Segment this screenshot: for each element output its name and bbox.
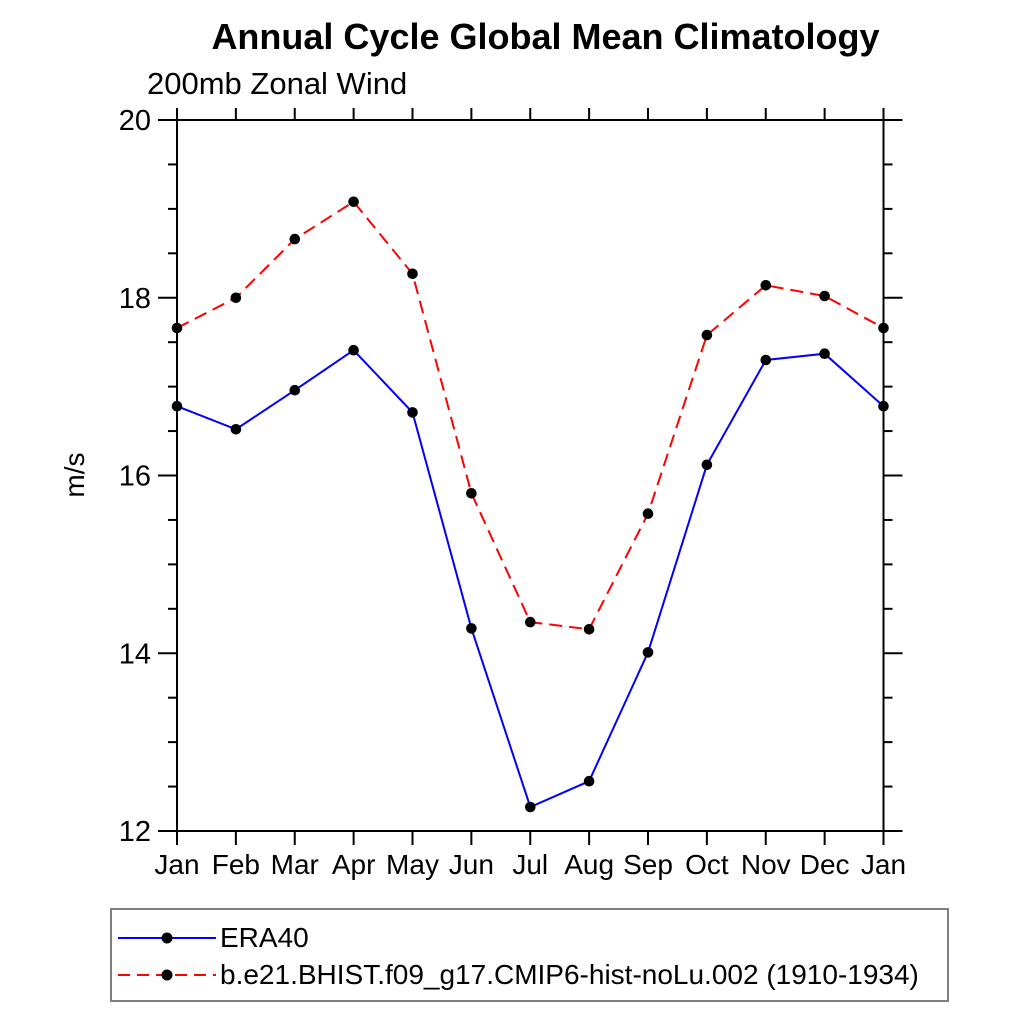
data-point-marker [701,459,713,471]
data-point-marker [407,407,418,418]
data-point-marker [466,488,477,499]
x-tick-label: Jul [512,849,548,880]
data-point-marker [407,268,418,280]
data-point-marker [466,623,477,634]
axes [176,119,885,832]
y-tick-labels: 12 14 16 18 20 [119,105,151,848]
y-axis-label: m/s [59,452,90,497]
chart-subtitle: 200mb Zonal Wind [147,66,408,101]
y-tick-label: 20 [119,105,151,137]
y-tick-label: 12 [119,816,151,848]
x-tick-label: Oct [685,849,729,880]
chart-title: Annual Cycle Global Mean Climatology [211,16,880,57]
data-point-marker [289,233,301,245]
legend-label-model: b.e21.BHIST.f09_g17.CMIP6-hist-noLu.002 … [220,959,919,990]
x-tick-label: Aug [564,849,614,880]
x-tick-label: Sep [623,849,673,880]
series-0 [171,344,889,813]
legend-entry-era40: ERA40 [116,922,309,953]
x-tick-label: Jan [861,849,906,880]
x-tick-label: Jan [154,849,199,880]
legend-line-sample-model [118,969,216,981]
x-tick-labels: Jan Feb Mar Apr May Jun Jul Aug Sep Oct Nov Dec Jan [154,849,906,880]
data-point-marker [230,424,242,435]
data-point-marker [289,384,301,396]
x-tick-label: May [386,849,439,880]
data-point-marker [348,344,359,356]
series-1 [171,196,889,635]
data-point-marker [878,322,889,334]
x-tick-label: Mar [271,849,319,880]
data-point-marker [525,616,536,628]
data-point-marker [819,348,830,360]
series-line-0 [176,348,885,809]
data-point-marker [583,775,595,787]
data-point-marker [171,322,183,334]
data-point-marker [348,196,359,208]
legend-label-era40: ERA40 [220,922,309,953]
data-point-marker [642,647,654,658]
data-point-marker [525,801,536,813]
x-tick-label: Apr [332,849,376,880]
data-point-marker [230,292,242,304]
data-point-marker [701,329,713,341]
y-tick-label: 18 [119,283,151,315]
y-tick-label: 14 [119,638,151,670]
data-point-marker [583,624,595,635]
series-line-1 [176,200,884,631]
x-tick-label: Nov [741,849,791,880]
data-point-marker [819,290,830,302]
x-tick-label: Dec [800,849,850,880]
x-ticks [176,108,885,845]
y-tick-label: 16 [119,461,151,493]
legend: ERA40 b.e21.BHIST.f09_g17.CMIP6-hist-noL… [110,908,949,1002]
legend-entry-model: b.e21.BHIST.f09_g17.CMIP6-hist-noLu.002 … [116,959,919,990]
x-tick-label: Jun [449,849,494,880]
data-point-marker [642,508,654,519]
x-tick-label: Feb [212,849,260,880]
data-point-marker [760,280,772,291]
legend-line-sample-era40 [118,932,216,944]
data-point-marker [878,400,889,412]
data-point-marker [760,354,772,366]
y-ticks [158,119,903,832]
data-point-marker [171,400,183,412]
